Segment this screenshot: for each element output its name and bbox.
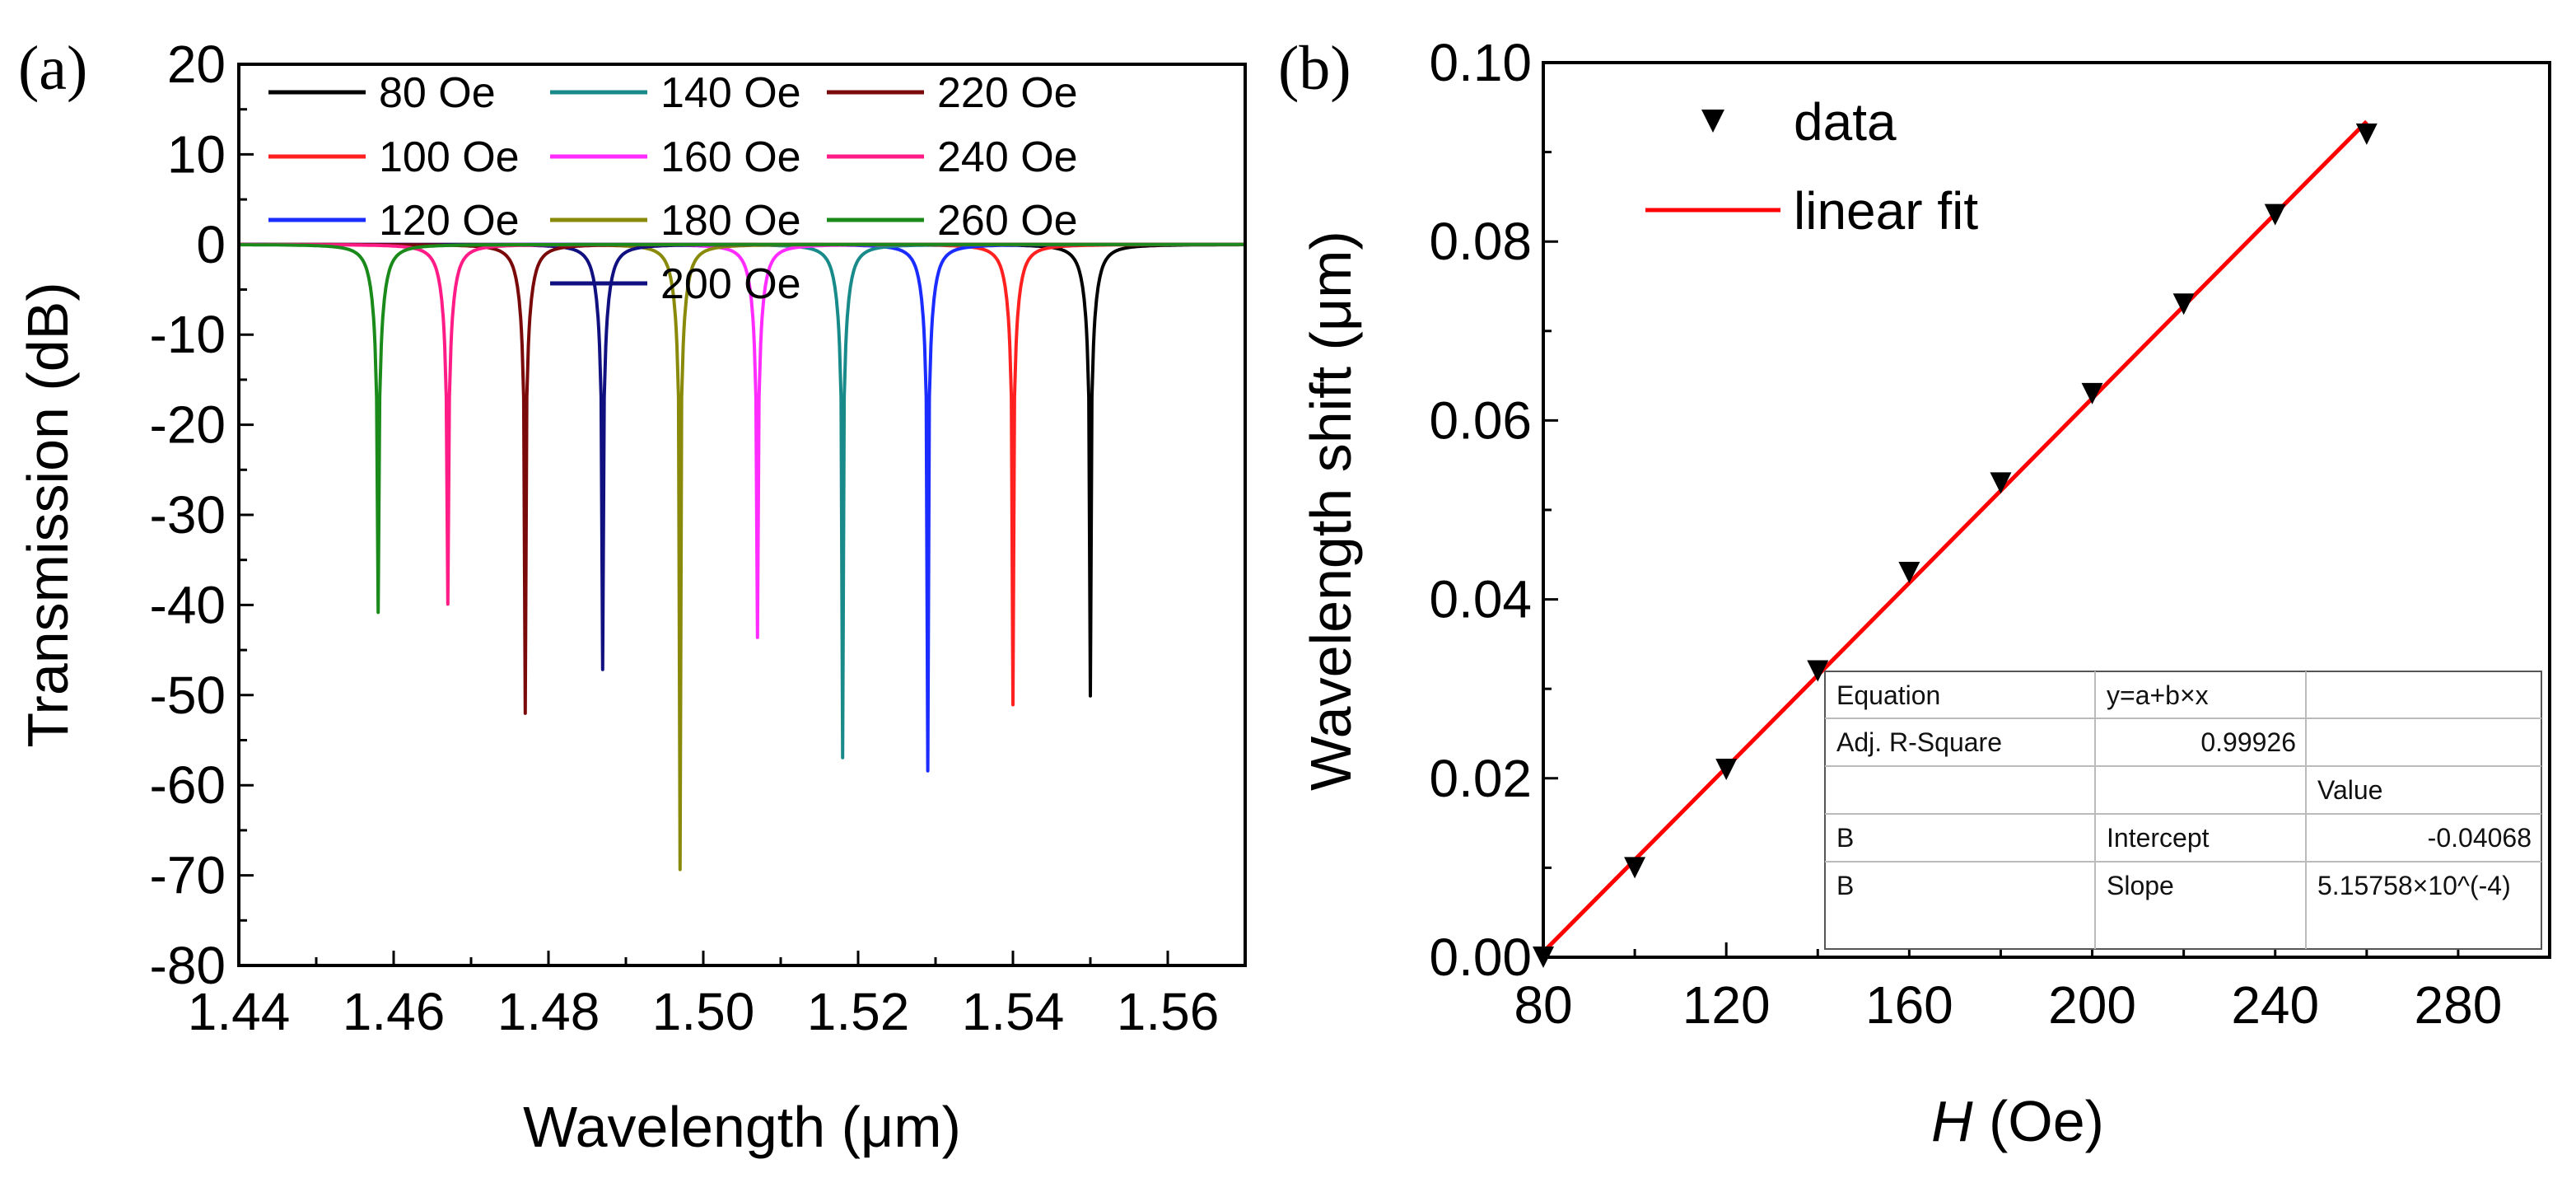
panel-b-xlabel: H (Oe) (1931, 1089, 2104, 1153)
y-tick-label: -40 (150, 575, 226, 634)
legend-label: 140 Oe (660, 69, 801, 117)
panel-a: (a) 1.44 1.46 1.48 1.50 1.52 1.54 1.56 20 10 0 -10… (16, 34, 1247, 1159)
panel-b-fit (1542, 119, 2368, 954)
table-cell: Intercept (2107, 823, 2210, 853)
table-cell: 0.99926 (2200, 727, 2296, 757)
y-tick-label: -10 (150, 305, 226, 364)
legend-label: 240 Oe (937, 133, 1078, 181)
legend-marker (1701, 110, 1724, 133)
y-tick-label: -50 (150, 666, 226, 725)
x-tick-label: 1.50 (652, 982, 755, 1041)
panel-b-label: (b) (1278, 34, 1351, 103)
x-tick-label: 240 (2231, 975, 2319, 1035)
y-tick-label: -80 (150, 936, 226, 995)
linear-fit-line (1542, 119, 2368, 954)
panel-a-legend: 80 Oe 100 Oe 120 Oe 140 Oe 160 Oe 180 Oe 200 O… (268, 69, 1078, 308)
table-cell: -0.04068 (2428, 823, 2532, 853)
legend-label: 120 Oe (379, 197, 520, 245)
panel-b-xlabel-unit: (Oe) (1973, 1089, 2104, 1153)
legend-label: 80 Oe (379, 69, 496, 117)
x-tick-label: 1.46 (343, 982, 446, 1041)
table-cell: Value (2317, 775, 2382, 805)
legend-label: 220 Oe (937, 69, 1078, 117)
table-cell: Slope (2107, 871, 2174, 900)
x-tick-label: 80 (1514, 975, 1572, 1035)
data-point (2172, 293, 2195, 316)
table-cell: Adj. R-Square (1836, 727, 2002, 757)
legend-label: 260 Oe (937, 197, 1078, 245)
legend-label: 160 Oe (660, 133, 801, 181)
legend-label: 200 Oe (660, 260, 801, 308)
legend-fit-label: linear fit (1794, 181, 1978, 241)
y-tick-label: -60 (150, 755, 226, 815)
x-tick-label: 1.48 (497, 982, 600, 1041)
data-point (2264, 203, 2286, 226)
table-cell: Equation (1836, 680, 1940, 710)
table-cell: y=a+b×x (2107, 680, 2209, 710)
data-point (1807, 660, 1829, 682)
x-tick-label: 200 (2048, 975, 2136, 1035)
y-tick-label: 10 (167, 124, 226, 184)
panel-a-frame (237, 63, 1247, 967)
data-point (1715, 758, 1738, 780)
legend-label: 180 Oe (660, 197, 801, 245)
series-line-80-oe (239, 242, 1245, 698)
x-tick-label: 1.54 (962, 982, 1065, 1041)
data-point (2081, 382, 2103, 404)
y-tick-label: 0 (196, 215, 226, 274)
data-point (1898, 562, 1920, 584)
y-tick-label: 0.04 (1429, 570, 1532, 629)
panel-b-ticks: 80 120 160 200 240 280 0.10 0.08 0.06 0.04 0.02 0.0… (1429, 33, 2502, 1035)
data-point (1990, 472, 2012, 494)
fit-results-table: Equation y=a+b×x Adj. R-Square 0.99926 Value… (1824, 671, 2542, 950)
x-tick-label: 280 (2415, 975, 2503, 1035)
legend-data-label: data (1794, 92, 1897, 152)
y-tick-label: 0.10 (1429, 33, 1532, 92)
panel-a-xlabel: Wavelength (μm) (523, 1095, 961, 1159)
panel-b-ylabel: Wavelength shift (μm) (1299, 231, 1363, 791)
y-tick-label: 0.02 (1429, 749, 1532, 808)
x-tick-label: 1.56 (1117, 982, 1220, 1041)
y-tick-label: 0.08 (1429, 212, 1532, 271)
x-tick-label: 160 (1865, 975, 1953, 1035)
y-tick-label: 0.00 (1429, 928, 1532, 987)
legend-label: 100 Oe (379, 133, 520, 181)
panel-b-points (1533, 123, 2378, 968)
x-tick-label: 1.44 (188, 982, 291, 1041)
table-frame (1824, 671, 2542, 950)
panel-a-label: (a) (18, 34, 87, 103)
panel-b: (b) 80 120 160 200 240 280 0.10 0.08 0.06 0.04 0.0… (1278, 33, 2551, 1153)
table-cell: B (1836, 823, 1854, 853)
panel-a-ylabel: Transmission (dB) (16, 282, 80, 747)
series-line-260-oe (239, 242, 1245, 615)
data-point (2355, 123, 2378, 145)
data-point (1624, 857, 1646, 879)
y-tick-label: -20 (150, 395, 226, 455)
y-tick-label: -70 (150, 846, 226, 905)
panel-b-xlabel-var: H (1931, 1089, 1973, 1153)
table-cell: 5.15758×10^(-4) (2317, 871, 2511, 900)
table-cell: B (1836, 871, 1854, 900)
y-tick-label: 20 (167, 35, 226, 94)
y-tick-label: -30 (150, 485, 226, 545)
y-tick-label: 0.06 (1429, 390, 1532, 450)
panel-a-ticks: 1.44 1.46 1.48 1.50 1.52 1.54 1.56 20 10 0 -10 -20 -… (150, 35, 1220, 1041)
x-tick-label: 120 (1682, 975, 1771, 1035)
panel-b-frame (1542, 61, 2551, 959)
panel-a-series (239, 242, 1245, 872)
x-tick-label: 1.52 (807, 982, 910, 1041)
panel-b-legend: data linear fit (1645, 92, 1978, 241)
